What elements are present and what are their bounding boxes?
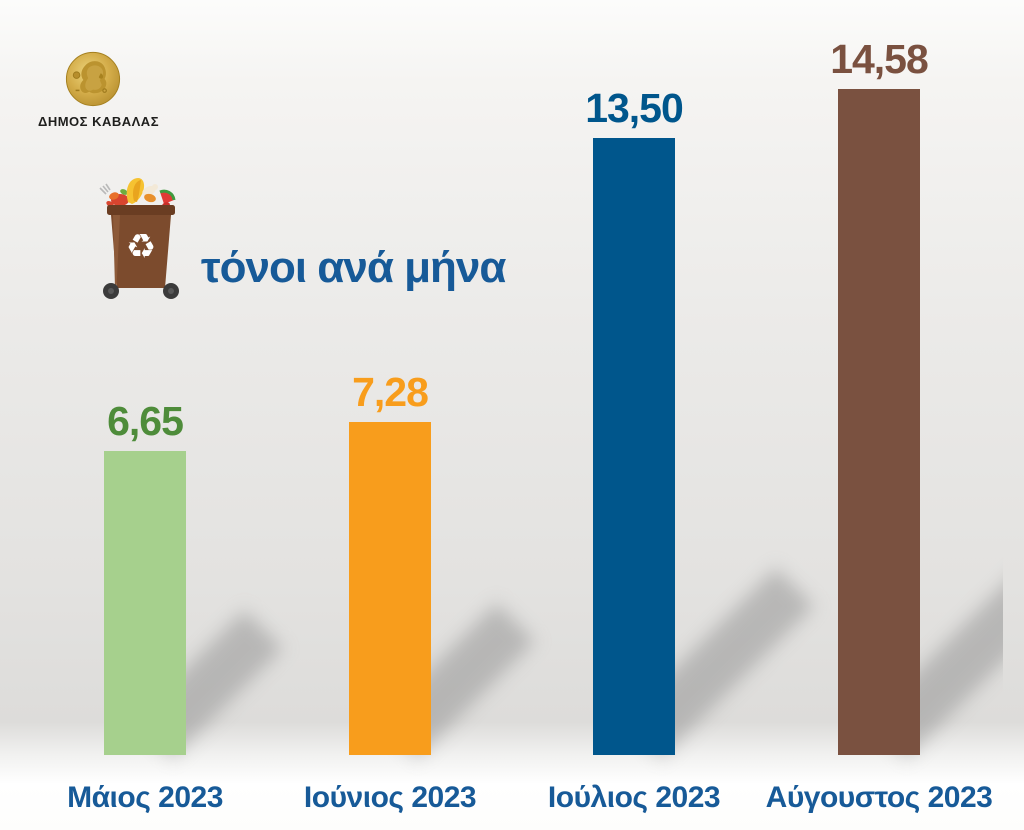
recycle-symbol-icon: ♻ — [126, 227, 156, 267]
bar-value-label: 14,58 — [830, 36, 929, 82]
gold-coin-icon — [65, 51, 121, 107]
bar-4 — [838, 89, 920, 755]
bar-1 — [104, 451, 186, 755]
kavala-municipality-logo: ΔΗΜΟΣ ΚΑΒΑΛΑΣ — [38, 50, 159, 129]
chart-title: τόνοι ανά μήνα — [201, 243, 506, 292]
category-label: Ιούνιος 2023 — [303, 781, 477, 814]
municipality-name: ΔΗΜΟΣ ΚΑΒΑΛΑΣ — [38, 114, 159, 129]
category-label: Αύγουστος 2023 — [765, 781, 993, 814]
category-label: Μάιος 2023 — [67, 781, 223, 814]
bar-2 — [349, 422, 431, 755]
bar-3 — [593, 138, 675, 755]
bar-value-label: 13,50 — [585, 85, 684, 131]
organic-waste-bin-icon: ♻ — [99, 178, 179, 299]
bar-value-label: 7,28 — [352, 369, 429, 415]
category-label: Ιούλιος 2023 — [547, 781, 721, 814]
bar-value-label: 6,65 — [107, 398, 184, 444]
